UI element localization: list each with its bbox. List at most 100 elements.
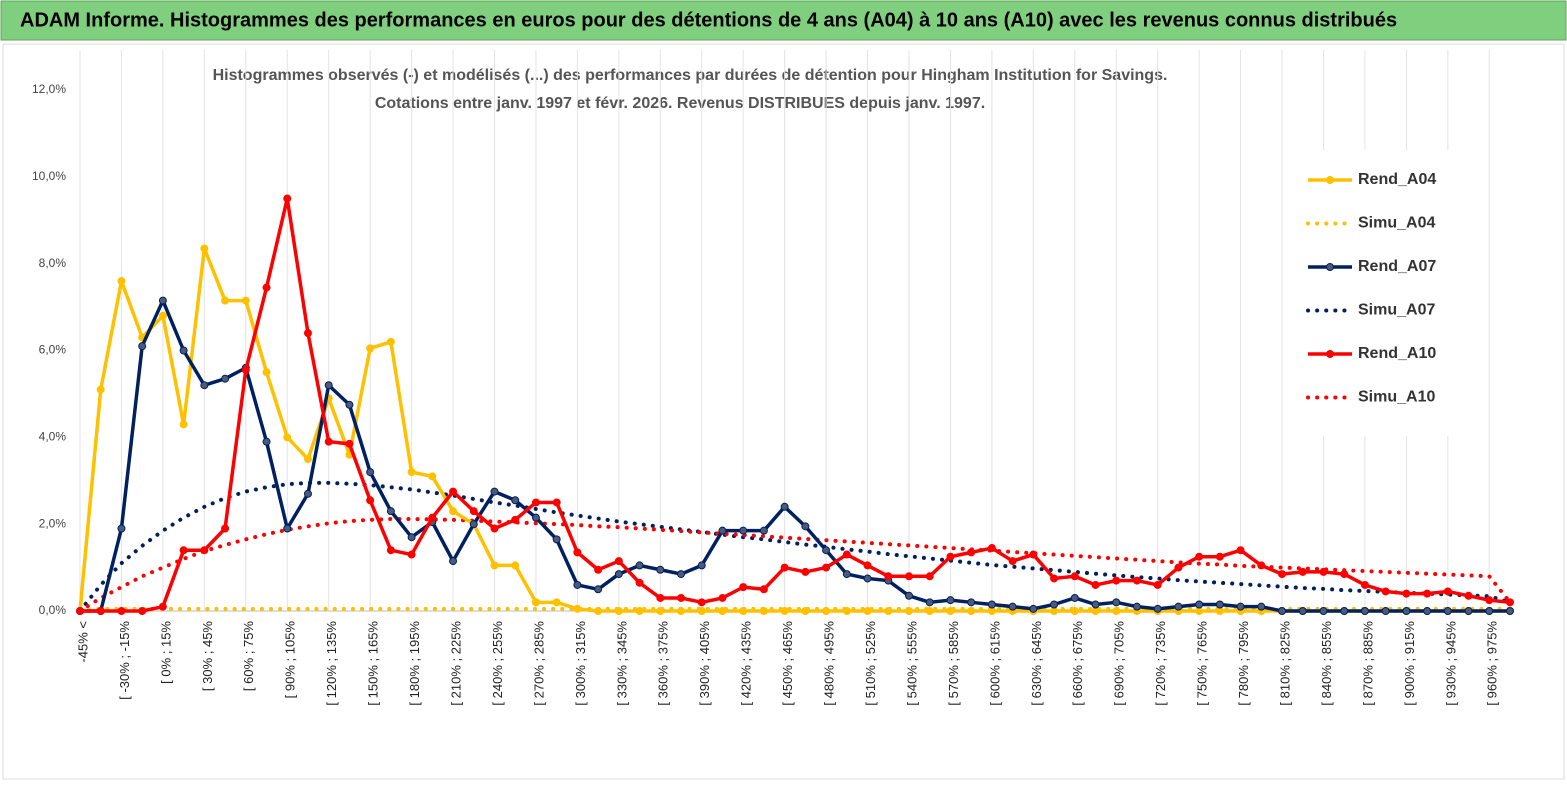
data-point (884, 607, 893, 615)
data-point (718, 593, 727, 602)
data-point (1506, 598, 1514, 607)
data-point (407, 468, 416, 477)
legend-label: Rend_A10 (1358, 345, 1436, 362)
data-point (303, 489, 312, 498)
data-point (1340, 607, 1349, 615)
x-tick-label: [ 690% ; 705% (1112, 621, 1127, 706)
data-point (1443, 607, 1452, 615)
data-point (780, 563, 789, 572)
data-point (1215, 552, 1224, 561)
data-point (241, 296, 250, 305)
x-tick-label: [ 180% ; 195% (407, 621, 422, 706)
data-point (780, 607, 789, 615)
data-point (262, 437, 271, 446)
data-point (158, 296, 167, 305)
legend-marker (1326, 263, 1334, 271)
data-point (967, 598, 976, 607)
y-tick-label: 12,0% (32, 82, 66, 96)
data-point (1029, 550, 1038, 559)
data-point (449, 507, 458, 516)
chart-title: Histogrammes observés (-) et modélisés (… (213, 67, 1168, 84)
data-point (138, 342, 147, 351)
x-tick-label: [ 60% ; 75% (241, 621, 256, 692)
data-point (179, 346, 188, 355)
data-point (1464, 591, 1473, 600)
data-point (1050, 574, 1059, 583)
data-point (283, 194, 292, 203)
data-point (1298, 567, 1307, 576)
legend-box (1288, 150, 1478, 436)
data-point (407, 550, 416, 559)
series-line (78, 246, 1510, 613)
data-point (1112, 598, 1121, 607)
x-tick-label: [ 780% ; 795% (1236, 621, 1251, 706)
header-bar (0, 0, 1567, 41)
data-point (739, 607, 748, 615)
x-tick-label: [ 810% ; 825% (1277, 621, 1292, 706)
x-tick-label: [ 840% ; 855% (1319, 621, 1334, 706)
chart-frame (2, 43, 1565, 780)
data-point (283, 433, 292, 442)
data-point (967, 548, 976, 557)
data-point (1091, 607, 1100, 615)
data-point (842, 570, 851, 579)
data-point (303, 455, 312, 464)
data-point (635, 607, 644, 615)
data-point (221, 296, 230, 305)
x-tick-label: [ 30% ; 45% (200, 621, 215, 692)
data-point (200, 244, 209, 253)
data-point (428, 472, 437, 481)
data-point (386, 507, 395, 516)
header-title: ADAM Informe. Histogrammes des performan… (20, 9, 1397, 31)
data-point (469, 520, 478, 529)
data-point (1091, 600, 1100, 609)
data-point (1132, 576, 1141, 585)
data-point (863, 607, 872, 615)
data-point (697, 561, 706, 570)
data-point (1464, 607, 1473, 615)
data-point (946, 552, 955, 561)
data-point (511, 561, 520, 570)
series-line (80, 196, 1511, 613)
data-point (96, 607, 105, 615)
data-point (614, 570, 623, 579)
data-point (200, 381, 209, 390)
data-point (739, 583, 748, 592)
legend-label: Rend_A07 (1358, 258, 1436, 275)
data-point (1485, 596, 1494, 605)
data-point (822, 607, 831, 615)
x-tick-label: [ 420% ; 435% (739, 621, 754, 706)
data-point (1319, 567, 1328, 576)
data-point (1153, 580, 1162, 589)
x-tick-label: [ 600% ; 615% (987, 621, 1002, 706)
data-point (1008, 557, 1017, 566)
data-point (117, 277, 126, 286)
data-point (1485, 607, 1494, 615)
x-tick-label: [ 900% ; 915% (1402, 621, 1417, 706)
x-tick-label: [ 330% ; 345% (614, 621, 629, 706)
data-point (1423, 589, 1432, 598)
data-point (552, 598, 561, 607)
data-point (718, 526, 727, 535)
data-point (635, 578, 644, 587)
data-point (1340, 570, 1349, 579)
data-point (366, 468, 375, 477)
data-point (1236, 602, 1245, 611)
data-point (718, 607, 727, 615)
data-point (407, 533, 416, 542)
data-point (117, 607, 126, 615)
legend-label: Rend_A04 (1358, 171, 1436, 188)
data-point (490, 561, 499, 570)
data-point (241, 366, 250, 375)
data-point (345, 439, 354, 448)
data-point (801, 567, 810, 576)
data-point (925, 598, 934, 607)
data-point (158, 602, 167, 611)
data-point (283, 524, 292, 533)
data-point (904, 591, 913, 600)
data-point (677, 607, 686, 615)
data-point (884, 572, 893, 581)
data-point (987, 600, 996, 609)
legend-label: Simu_A10 (1358, 389, 1435, 406)
data-point (1257, 602, 1266, 611)
